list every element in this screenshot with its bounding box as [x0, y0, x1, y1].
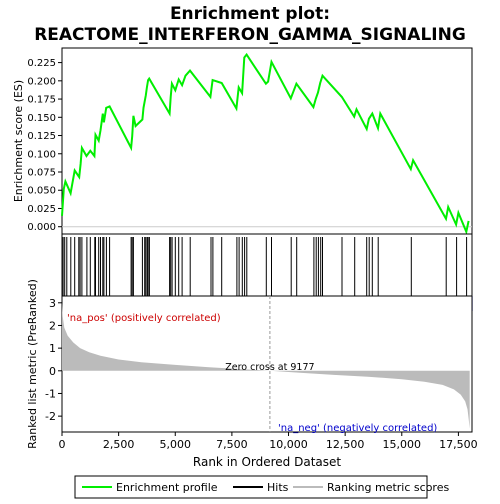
enrichment-profile-line	[61, 52, 470, 236]
metric-xtick-label: 17,500	[439, 438, 478, 451]
metric-x-axis: 0 2,500 5,000 7,500 10,000 12,500 15,000 17,500	[59, 432, 478, 451]
es-panel-frame	[61, 47, 473, 235]
metric-xtick-label: 12,500	[326, 438, 365, 451]
metric-xtick-label: 2,500	[103, 438, 135, 451]
legend: Enrichment profile Hits Ranking metric s…	[74, 475, 449, 499]
es-y-axis-label: Enrichment score (ES)	[12, 80, 25, 202]
es-ytick-label: 0.125	[27, 131, 56, 142]
metric-ytick-label: 2	[49, 319, 56, 332]
es-ytick-label: 0.025	[27, 204, 56, 215]
metric-xtick-label: 5,000	[160, 438, 192, 451]
metric-xtick-label: 0	[59, 438, 66, 451]
chart-title: Enrichment plot:	[170, 4, 330, 24]
es-ytick-label: 0.050	[27, 186, 56, 197]
es-ytick-label: 0.100	[27, 149, 56, 160]
metric-xtick-label: 15,000	[383, 438, 422, 451]
chart-subtitle: REACTOME_INTERFERON_GAMMA_SIGNALING	[34, 25, 466, 45]
pos-label: 'na_pos' (positively correlated)	[67, 313, 221, 324]
zero-cross-label: Zero cross at 9177	[225, 362, 314, 373]
es-panel: 0.000 0.025 0.050 0.075 0.100 0.125 0.150 0.175…	[12, 47, 473, 236]
es-ytick-label: 0.000	[27, 222, 56, 233]
metric-ytick-label: 3	[49, 297, 56, 310]
metric-panel: Zero cross at 9177 'na_pos' (positively …	[26, 279, 478, 469]
x-axis-label: Rank in Ordered Dataset	[193, 455, 341, 469]
metric-ytick-label: 0	[49, 365, 56, 378]
metric-ytick-label: 1	[49, 342, 56, 355]
hits-panel-frame	[61, 233, 473, 297]
es-ytick-label: 0.075	[27, 168, 56, 179]
legend-label-hits: Hits	[267, 481, 289, 494]
es-ytick-label: 0.225	[27, 58, 56, 69]
metric-xtick-label: 10,000	[269, 438, 308, 451]
es-y-axis: 0.000 0.025 0.050 0.075 0.100 0.125 0.150 0.175…	[27, 58, 62, 233]
neg-label: 'na_neg' (negatively correlated)	[278, 423, 437, 434]
hits-marks	[62, 237, 468, 296]
legend-label-enrichment: Enrichment profile	[116, 481, 218, 494]
metric-ytick-label: -1	[45, 387, 56, 400]
legend-label-metric: Ranking metric scores	[327, 481, 449, 494]
hits-panel	[61, 233, 473, 297]
es-ytick-label: 0.200	[27, 76, 56, 87]
es-ytick-label: 0.150	[27, 113, 56, 124]
metric-y-axis: -2 -1 0 1 2 3	[45, 297, 62, 423]
metric-y-axis-label: Ranked list metric (PreRanked)	[26, 279, 39, 449]
metric-xtick-label: 7,500	[216, 438, 248, 451]
ranking-metric-area	[62, 302, 470, 429]
metric-ytick-label: -2	[45, 410, 56, 423]
es-ytick-label: 0.175	[27, 95, 56, 106]
